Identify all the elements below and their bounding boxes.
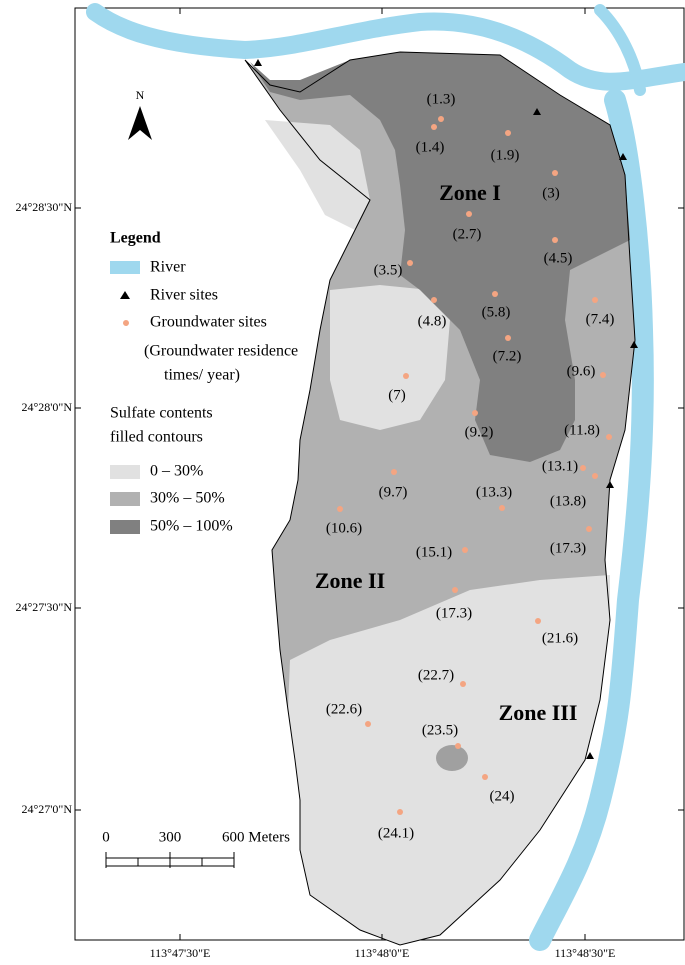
site-label: (4.8) — [418, 313, 447, 329]
scale-label: 600 Meters — [222, 829, 290, 845]
latitude-label: 24°28'0"N — [21, 400, 72, 414]
scale-label: 0 — [102, 829, 110, 845]
groundwater-site — [600, 372, 606, 378]
site-label: (9.2) — [465, 424, 494, 440]
legend-subtitle: Sulfate contents — [110, 405, 213, 422]
site-label: (10.6) — [326, 520, 362, 536]
groundwater-site — [606, 434, 612, 440]
groundwater-site — [462, 547, 468, 553]
groundwater-site — [592, 473, 598, 479]
groundwater-site — [431, 124, 437, 130]
site-label: (22.7) — [418, 667, 454, 683]
groundwater-site — [337, 506, 343, 512]
groundwater-site — [580, 465, 586, 471]
legend-item: 0 – 30% — [150, 463, 203, 480]
legend-item: River — [150, 259, 186, 276]
site-label: (1.3) — [427, 91, 456, 107]
river-sites — [254, 59, 638, 759]
groundwater-sites: (1.3) (1.4) (1.9) (3) (2.7) (4.5) (3.5) (4.8) (5… — [326, 91, 615, 841]
legend-item: River sites — [150, 287, 218, 304]
site-label: (11.8) — [564, 422, 600, 438]
site-label: (13.3) — [476, 484, 512, 500]
legend-item: 50% – 100% — [150, 518, 233, 535]
longitude-label: 113°48'0"E — [355, 946, 410, 960]
site-label: (13.8) — [550, 493, 586, 509]
north-label: N — [136, 88, 145, 102]
groundwater-site — [472, 410, 478, 416]
site-label: (7.2) — [493, 348, 522, 364]
site-label: (3) — [542, 185, 560, 201]
site-label: (24) — [490, 788, 515, 804]
site-label: (1.4) — [416, 139, 445, 155]
site-label: (17.3) — [550, 540, 586, 556]
legend-subtitle: filled contours — [110, 429, 203, 446]
zone-label: Zone I — [439, 180, 501, 205]
groundwater-site — [482, 774, 488, 780]
zone-label: Zone II — [315, 568, 385, 593]
site-label: (3.5) — [374, 262, 403, 278]
groundwater-site — [492, 291, 498, 297]
groundwater-site — [391, 469, 397, 475]
legend-note: (Groundwater residence — [144, 343, 298, 360]
site-label: (9.6) — [567, 363, 596, 379]
groundwater-site — [455, 743, 461, 749]
groundwater-site — [460, 681, 466, 687]
groundwater-site — [505, 335, 511, 341]
site-label: (2.7) — [453, 226, 482, 242]
site-label: (17.3) — [436, 605, 472, 621]
groundwater-site — [403, 373, 409, 379]
site-label: (4.5) — [544, 250, 573, 266]
groundwater-site — [499, 505, 505, 511]
site-label: (7.4) — [586, 311, 615, 327]
latitude-label: 24°27'30"N — [15, 600, 72, 614]
legend-item: Groundwater sites — [150, 314, 267, 331]
site-label: (13.1) — [542, 458, 578, 474]
groundwater-site — [535, 618, 541, 624]
longitude-label: 113°48'30"E — [555, 946, 616, 960]
groundwater-site — [365, 721, 371, 727]
site-label: (22.6) — [326, 701, 362, 717]
groundwater-site — [431, 297, 437, 303]
latitude-label: 24°27'0"N — [21, 802, 72, 816]
site-label: (9.7) — [379, 484, 408, 500]
groundwater-site — [407, 260, 413, 266]
legend: Legend River River sites Groundwater sit… — [110, 230, 298, 535]
site-label: (21.6) — [542, 630, 578, 646]
groundwater-site — [397, 809, 403, 815]
site-label: (24.1) — [378, 825, 414, 841]
zone-label: Zone III — [499, 700, 578, 725]
groundwater-site — [552, 170, 558, 176]
site-label: (5.8) — [482, 304, 511, 320]
groundwater-site — [592, 297, 598, 303]
north-arrow: N — [128, 88, 152, 140]
site-label: (1.9) — [491, 147, 520, 163]
river — [86, 3, 685, 951]
site-label: (15.1) — [416, 544, 452, 560]
legend-note: times/ year) — [164, 367, 240, 384]
groundwater-site — [505, 130, 511, 136]
legend-item: 30% – 50% — [150, 490, 225, 507]
groundwater-site — [438, 116, 444, 122]
scale-label: 300 — [159, 829, 182, 845]
site-label: (7) — [388, 387, 406, 403]
coordinates: 24°28'30"N 24°28'0"N 24°27'30"N 24°27'0"N 11… — [15, 8, 684, 960]
latitude-label: 24°28'30"N — [15, 200, 72, 214]
scale-bar — [105, 852, 235, 868]
site-label: (23.5) — [422, 722, 458, 738]
groundwater-site — [466, 211, 472, 217]
contours — [244, 51, 636, 946]
groundwater-site — [552, 237, 558, 243]
legend-title: Legend — [110, 230, 161, 247]
longitude-label: 113°47'30"E — [150, 946, 211, 960]
groundwater-site — [586, 526, 592, 532]
groundwater-site — [452, 587, 458, 593]
